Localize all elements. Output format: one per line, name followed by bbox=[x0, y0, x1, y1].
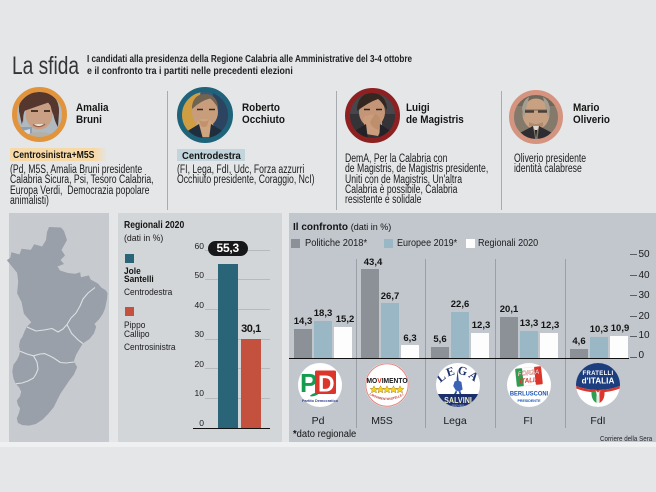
svg-text:D: D bbox=[318, 371, 335, 397]
svg-text:BERLUSCONI: BERLUSCONI bbox=[510, 390, 549, 397]
svg-text:SALVINI: SALVINI bbox=[444, 396, 472, 405]
svg-text:MOVIMENTO: MOVIMENTO bbox=[366, 377, 407, 385]
svg-text:PRESIDENTE: PRESIDENTE bbox=[518, 399, 542, 403]
svg-text:d'ITALIA: d'ITALIA bbox=[582, 377, 615, 386]
svg-text:PREMIER: PREMIER bbox=[452, 404, 465, 408]
svg-text:FORZA: FORZA bbox=[518, 369, 540, 379]
svg-text:P: P bbox=[300, 368, 317, 398]
svg-text:FRATELLI: FRATELLI bbox=[583, 371, 614, 377]
svg-text:ITALIA: ITALIA bbox=[519, 376, 540, 385]
svg-text:Partito Democratico: Partito Democratico bbox=[302, 399, 339, 403]
